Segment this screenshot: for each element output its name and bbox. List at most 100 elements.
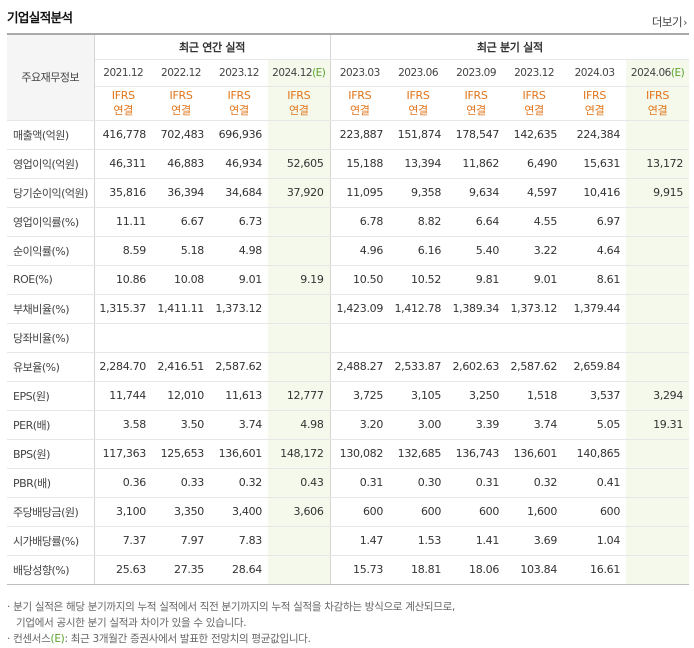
annual-value: 1,315.37 <box>94 293 152 324</box>
annual-value: 52,605 <box>268 149 331 179</box>
annual-value: 696,936 <box>210 120 268 150</box>
quarter-value: 151,874 <box>389 120 448 150</box>
ifrs-label: IFRS 연결 <box>447 86 506 121</box>
row-label: EPS(원) <box>7 380 95 411</box>
quarter-value: 9,915 <box>626 178 690 208</box>
table-row: 당기순이익(억원) 35,816 36,394 34,684 37,920 11,095 9… <box>7 178 690 208</box>
quarter-value: 18.81 <box>389 555 448 585</box>
chevron-right-icon: › <box>683 16 687 29</box>
ifrs-standard: IFRS <box>583 89 607 102</box>
annual-value: 1,373.12 <box>210 293 268 324</box>
quarter-value: 223,887 <box>330 120 390 150</box>
annual-value: 11,613 <box>210 380 268 411</box>
annual-value: 148,172 <box>268 439 331 469</box>
row-label: 영업이익(억원) <box>7 149 95 179</box>
quarter-value <box>626 120 690 150</box>
quarter-value <box>505 323 564 353</box>
annual-value: 0.33 <box>152 468 210 498</box>
annual-value: 3.50 <box>152 410 210 440</box>
quarter-header: 최근 분기 실적 <box>330 33 690 60</box>
row-label: 당좌비율(%) <box>7 323 95 353</box>
period-label: 2021.12 <box>103 66 144 79</box>
annual-value: 0.36 <box>94 468 152 498</box>
quarter-value: 18.06 <box>447 555 506 585</box>
ifrs-standard: IFRS <box>646 89 670 102</box>
quarter-value <box>626 265 690 295</box>
ifrs-label: IFRS 연결 <box>268 86 331 121</box>
quarter-value: 1,412.78 <box>389 293 448 324</box>
quarter-value: 1,389.34 <box>447 293 506 324</box>
ifrs-basis: 연결 <box>647 104 668 117</box>
quarter-value: 16.61 <box>563 555 627 585</box>
annual-value: 702,483 <box>152 120 210 150</box>
row-label: 배당성향(%) <box>7 555 95 585</box>
quarter-value: 15,188 <box>330 149 390 179</box>
annual-value <box>268 236 331 266</box>
footnote-2: · 컨센서스(E): 최근 3개월간 증권사에서 발표한 전망치의 평균값입니다… <box>7 633 311 645</box>
quarter-value: 2,659.84 <box>563 352 627 382</box>
quarter-value: 600 <box>447 496 506 527</box>
table-row: PBR(배) 0.36 0.33 0.32 0.43 0.31 0.30 0.31 0.32 0.… <box>7 468 690 498</box>
table-row: 영업이익(억원) 46,311 46,883 46,934 52,605 15,188 13… <box>7 149 690 179</box>
quarter-value <box>330 323 390 353</box>
quarter-value: 6.78 <box>330 206 390 237</box>
quarter-value: 103.84 <box>505 555 564 585</box>
annual-value: 4.98 <box>210 236 268 266</box>
row-label: PBR(배) <box>7 468 95 498</box>
quarter-value: 0.32 <box>505 468 564 498</box>
period-label: 2023.12 <box>219 66 259 79</box>
annual-value <box>210 323 268 353</box>
ifrs-basis: 연결 <box>229 104 249 117</box>
annual-value: 3,350 <box>152 496 210 527</box>
ifrs-standard: IFRS <box>406 89 430 102</box>
annual-value: 46,311 <box>94 149 152 179</box>
estimate-mark: (E) <box>670 66 685 79</box>
quarter-value: 10.50 <box>330 265 390 295</box>
period-label: 2024.06 <box>630 66 671 79</box>
quarter-value: 1.04 <box>563 526 627 556</box>
annual-value <box>268 526 331 556</box>
ifrs-standard: IFRS <box>111 89 135 102</box>
financial-table: 주요재무정보 최근 연간 실적 최근 분기 실적 2021.12 2022.12 2… <box>7 33 690 585</box>
quarter-value: 2,602.63 <box>447 352 506 382</box>
table-row: PER(배) 3.58 3.50 3.74 4.98 3.20 3.00 3.39 3.74 5.… <box>7 410 690 440</box>
annual-value: 8.59 <box>94 236 152 266</box>
ifrs-label: IFRS 연결 <box>505 86 564 121</box>
footnote-1: · 분기 실적은 해당 분기까지의 누적 실적에서 직전 분기까지의 누적 실적… <box>7 601 456 613</box>
more-link[interactable]: 더보기› <box>652 14 688 30</box>
quarter-value: 8.82 <box>389 206 448 237</box>
quarter-value: 11,862 <box>447 149 506 179</box>
quarter-value: 9.81 <box>447 265 506 295</box>
row-label: 당기순이익(억원) <box>7 178 95 208</box>
table-row: 유보율(%) 2,284.70 2,416.51 2,587.62 2,488.27 2,… <box>7 352 690 382</box>
quarter-value: 2,533.87 <box>389 352 448 382</box>
ifrs-label: IFRS 연결 <box>152 86 210 121</box>
annual-value: 125,653 <box>152 439 210 469</box>
corner-header: 주요재무정보 <box>7 33 95 121</box>
quarter-value: 3.00 <box>389 410 448 440</box>
period-header: 2024.03 <box>563 59 627 87</box>
table-row: 부채비율(%) 1,315.37 1,411.11 1,373.12 1,423.09 1… <box>7 293 690 324</box>
quarter-value <box>626 439 690 469</box>
row-label: ROE(%) <box>7 265 95 295</box>
period-header: 2023.06 <box>389 59 448 87</box>
ifrs-label: IFRS 연결 <box>210 86 268 121</box>
quarter-value <box>447 323 506 353</box>
quarter-value: 6.97 <box>563 206 627 237</box>
table-row: 시가배당률(%) 7.37 7.97 7.83 1.47 1.53 1.41 3.69 1.04 <box>7 526 690 556</box>
quarter-value: 130,082 <box>330 439 390 469</box>
quarter-value: 178,547 <box>447 120 506 150</box>
annual-value: 7.97 <box>152 526 210 556</box>
annual-value: 10.08 <box>152 265 210 295</box>
quarter-value: 2,488.27 <box>330 352 390 382</box>
quarter-value: 15,631 <box>563 149 627 179</box>
annual-value: 2,416.51 <box>152 352 210 382</box>
section-title: 기업실적분석 <box>7 10 73 25</box>
annual-value: 9.01 <box>210 265 268 295</box>
ifrs-label: IFRS 연결 <box>330 86 390 121</box>
annual-value: 34,684 <box>210 178 268 208</box>
annual-value: 2,587.62 <box>210 352 268 382</box>
quarter-value <box>626 323 690 353</box>
quarter-value: 3,250 <box>447 380 506 411</box>
quarter-value: 136,601 <box>505 439 564 469</box>
